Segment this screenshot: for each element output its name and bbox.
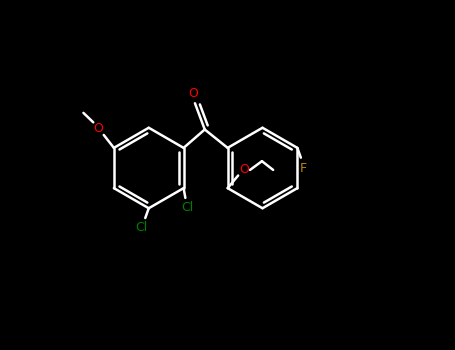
Text: O: O: [93, 122, 103, 135]
Text: O: O: [239, 163, 249, 176]
Text: Cl: Cl: [135, 221, 147, 234]
Text: O: O: [188, 87, 198, 100]
Text: F: F: [299, 162, 307, 175]
Text: Cl: Cl: [181, 201, 193, 214]
